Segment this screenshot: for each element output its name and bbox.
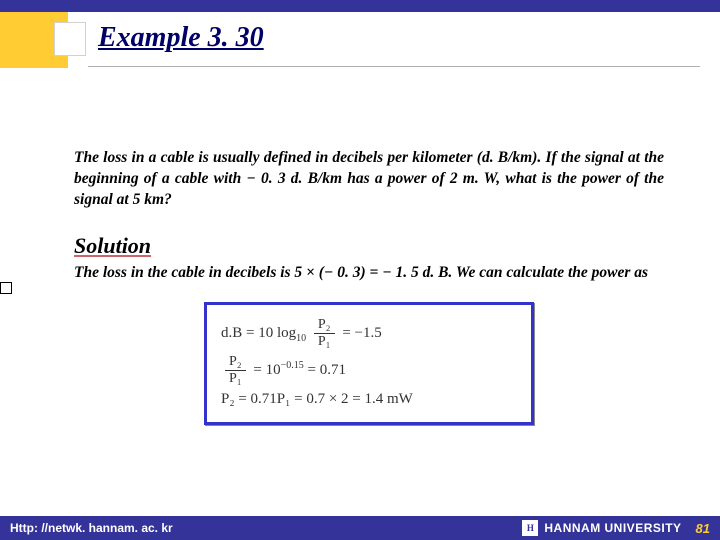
eq2-mid: = 10 [253,362,280,378]
eq2-num: P₂ [225,354,246,371]
top-bar [0,0,720,12]
bullet-checkbox [0,282,12,294]
eq2-den: P₁ [225,371,246,387]
eq1-num: P₂ [314,317,335,334]
eq1-den: P₁ [314,334,335,350]
eq1-rhs: = −1.5 [342,325,381,341]
equation-line-1: d.B = 10 log10 P₂ P₁ = −1.5 [221,317,517,350]
solution-heading: Solution [74,233,664,259]
eq2-fraction: P₂ P₁ [225,354,246,387]
footer-right: H HANNAM UNIVERSITY 81 [522,520,710,536]
equation-line-3: P₂ = 0.71P₁ = 0.7 × 2 = 1.4 mW [221,391,517,408]
eq2-rhs: = 0.71 [308,362,346,378]
eq1-prefix: d.B = 10 log [221,325,296,341]
slide-title: Example 3. 30 [98,22,264,54]
eq1-sub: 10 [296,333,306,344]
accent-overlay [54,22,86,56]
title-rule [88,66,700,67]
footer-page-number: 81 [696,521,710,536]
eq1-fraction: P₂ P₁ [314,317,335,350]
footer-university: HANNAM UNIVERSITY [544,521,681,535]
problem-text: The loss in a cable is usually defined i… [74,148,664,211]
university-logo-icon: H [522,520,538,536]
footer-bar: Http: //netwk. hannam. ac. kr H HANNAM U… [0,516,720,540]
eq2-sup: −0.15 [281,360,304,371]
equation-box: d.B = 10 log10 P₂ P₁ = −1.5 P₂ P₁ = 10−0… [204,302,534,425]
solution-text: The loss in the cable in decibels is 5 ×… [74,263,664,284]
content-area: The loss in a cable is usually defined i… [74,148,664,425]
footer-url: Http: //netwk. hannam. ac. kr [10,521,173,535]
equation-line-2: P₂ P₁ = 10−0.15 = 0.71 [221,354,517,387]
